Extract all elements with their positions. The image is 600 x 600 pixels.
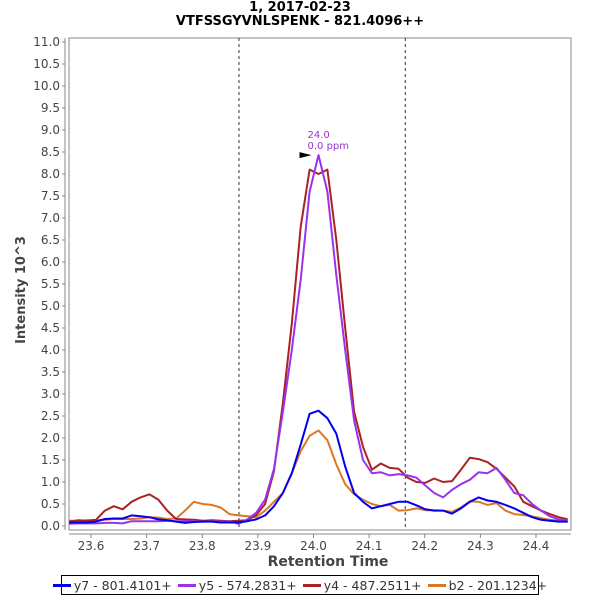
legend-label: y5 - 574.2831+ <box>198 577 297 593</box>
legend-item: y5 - 574.2831+ <box>177 577 297 593</box>
x-tick-label: 24.3 <box>467 539 494 553</box>
y-tick-label: 1.0 <box>41 475 60 489</box>
y-tick-label: 6.0 <box>41 255 60 269</box>
chart-title: 1, 2017-02-23 <box>249 0 351 15</box>
y-tick-label: 7.0 <box>41 211 60 225</box>
legend-swatch <box>177 583 196 587</box>
y-tick-label: 3.0 <box>41 387 60 401</box>
x-tick-label: 24.4 <box>523 539 550 553</box>
y-tick-label: 4.5 <box>41 321 60 335</box>
legend-label: b2 - 201.1234+ <box>448 577 548 593</box>
x-tick-label: 24.0 <box>300 539 327 553</box>
x-tick-label: 24.1 <box>356 539 383 553</box>
apex-arrow-icon <box>299 152 312 159</box>
chart-subtitle: VTFSSGYVNLSPENK - 821.4096++ <box>175 14 425 29</box>
series-line-y5 <box>69 154 568 525</box>
x-tick-label: 23.9 <box>245 539 272 553</box>
annotation-ppm: 0.0 ppm <box>308 141 350 152</box>
y-tick-label: 10.0 <box>33 79 60 93</box>
y-tick-label: 2.5 <box>41 409 60 423</box>
legend-item: y7 - 801.4101+ <box>52 577 172 593</box>
y-tick-label: 11.0 <box>33 35 60 49</box>
y-tick-label: 6.5 <box>41 233 60 247</box>
x-tick-label: 23.6 <box>78 539 105 553</box>
y-tick-label: 5.5 <box>41 277 60 291</box>
y-tick-label: 0.5 <box>41 497 60 511</box>
legend-swatch <box>52 583 71 587</box>
y-tick-label: 9.5 <box>41 101 60 115</box>
y-tick-label: 1.5 <box>41 453 60 467</box>
legend-swatch <box>427 583 446 587</box>
legend-swatch <box>302 583 321 587</box>
legend-item: b2 - 201.1234+ <box>427 577 548 593</box>
y-tick-label: 0.0 <box>41 519 60 533</box>
y-tick-label: 10.5 <box>33 57 60 71</box>
y-tick-label: 9.0 <box>41 123 60 137</box>
y-tick-label: 8.0 <box>41 167 60 181</box>
legend-label: y4 - 487.2511+ <box>323 577 422 593</box>
x-axis-label: Retention Time <box>268 554 389 570</box>
y-tick-label: 8.5 <box>41 145 60 159</box>
x-tick-label: 24.2 <box>411 539 438 553</box>
y-axis-label: Intensity 10^3 <box>14 236 29 344</box>
y-tick-label: 7.5 <box>41 189 60 203</box>
plot-area <box>68 37 572 531</box>
legend-label: y7 - 801.4101+ <box>73 577 172 593</box>
y-tick-label: 4.0 <box>41 343 60 357</box>
legend-item: y4 - 487.2511+ <box>302 577 422 593</box>
series-line-y7 <box>69 409 568 524</box>
annotation-rt: 24.0 <box>308 130 330 141</box>
y-tick-label: 2.0 <box>41 431 60 445</box>
y-tick-label: 3.5 <box>41 365 60 379</box>
legend: y7 - 801.4101+ y5 - 574.2831+ y4 - 487.251… <box>52 575 547 595</box>
x-tick-label: 23.7 <box>133 539 160 553</box>
series-line-y4 <box>69 168 568 523</box>
x-tick-label: 23.8 <box>189 539 216 553</box>
y-tick-label: 5.0 <box>41 299 60 313</box>
